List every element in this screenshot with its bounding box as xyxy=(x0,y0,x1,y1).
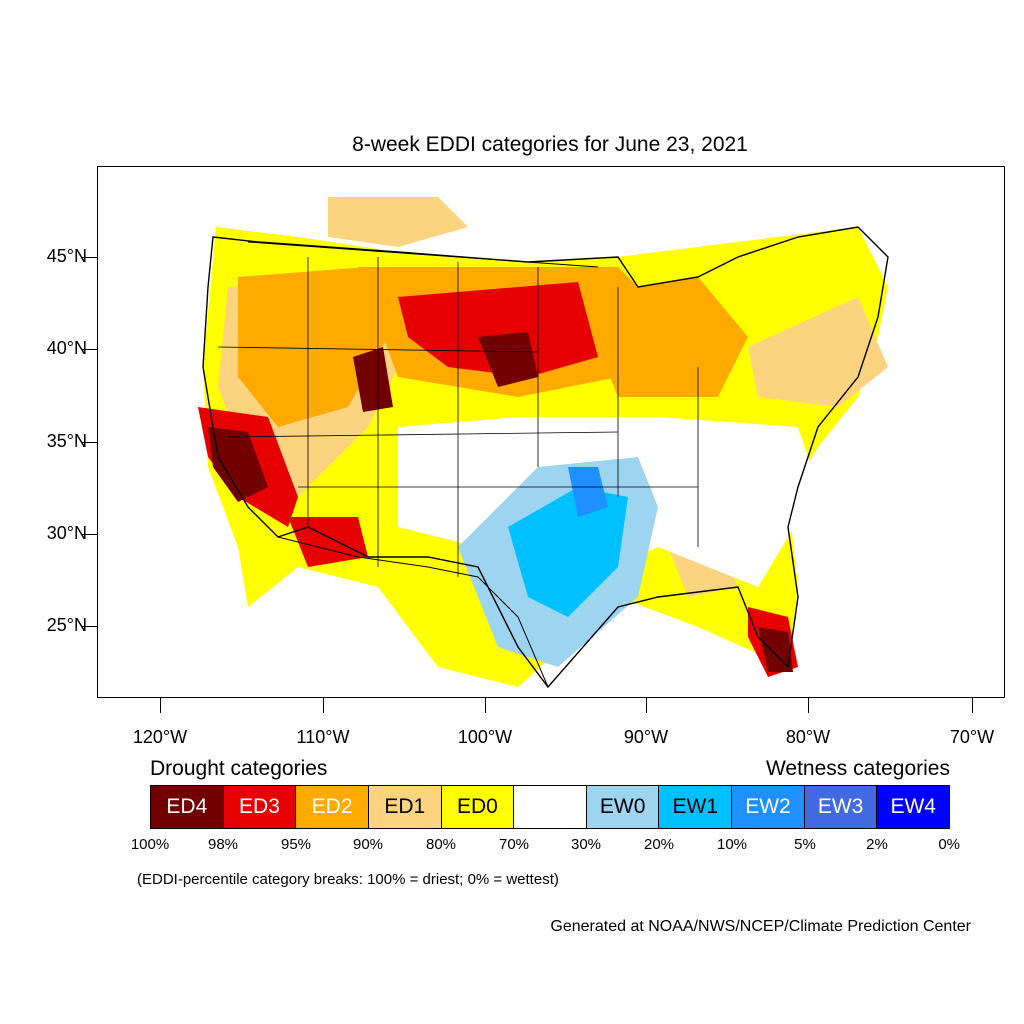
lon-label-120: 120°W xyxy=(132,727,188,747)
legend-swatch-ew3: EW3 xyxy=(804,786,878,828)
region-ed4-dakota xyxy=(478,332,538,387)
lon-tick xyxy=(646,697,647,713)
lat-label-45: 45°N xyxy=(46,246,87,266)
legend-label-ed1: ED1 xyxy=(384,795,426,818)
lat-label-40: 40°N xyxy=(46,338,87,358)
legend-label-ew4: EW4 xyxy=(890,795,936,818)
lat-tick xyxy=(81,349,97,350)
lon-tick xyxy=(808,697,809,713)
legend-break: 80% xyxy=(425,836,457,853)
legend-swatch-ed0: ED0 xyxy=(441,786,515,828)
map-title: 8-week EDDI categories for June 23, 2021 xyxy=(352,133,748,156)
legend-label-ew3: EW3 xyxy=(817,795,864,818)
legend-break: 95% xyxy=(280,836,312,853)
lat-tick xyxy=(81,257,97,258)
legend-color-bar: ED4 ED3 ED2 ED1 ED0 EW0 EW1 EW2 EW3 EW4 xyxy=(150,785,950,829)
legend-break: 98% xyxy=(207,836,239,853)
drought-heading: Drought categories xyxy=(150,757,328,780)
lon-label-110: 110°W xyxy=(296,727,350,747)
lon-tick xyxy=(160,697,161,713)
legend-break: 100% xyxy=(130,836,170,853)
region-ed3-north xyxy=(398,282,598,377)
lat-tick xyxy=(81,626,97,627)
legend-break: 30% xyxy=(570,836,602,853)
lat-label-35: 35°N xyxy=(46,431,87,451)
legend-label-ed2: ED2 xyxy=(311,795,353,818)
region-ed2-lakes xyxy=(578,277,748,397)
legend-break: 20% xyxy=(643,836,675,853)
region-ed4-ca xyxy=(208,427,268,502)
lat-label-30: 30°N xyxy=(46,523,87,543)
lon-tick xyxy=(485,697,486,713)
legend-swatch-ed4: ED4 xyxy=(151,786,224,828)
lat-label-25: 25°N xyxy=(46,615,87,635)
legend-break: 90% xyxy=(352,836,384,853)
region-ed2 xyxy=(238,267,388,427)
legend-swatch-ed3: ED3 xyxy=(223,786,297,828)
legend-swatch-ed1: ED1 xyxy=(368,786,442,828)
legend-swatch-ew2: EW2 xyxy=(732,786,805,828)
legend-swatch-ew1: EW1 xyxy=(659,786,733,828)
region-ed4-utah xyxy=(353,347,393,412)
conus-outline xyxy=(202,226,889,689)
legend-break: 70% xyxy=(498,836,530,853)
state-lines xyxy=(217,257,699,577)
region-ed1-ne xyxy=(748,297,888,407)
lon-label-90: 90°W xyxy=(623,727,669,747)
category-note: (EDDI-percentile category breaks: 100% =… xyxy=(137,871,559,888)
legend-break: 5% xyxy=(794,836,816,853)
legend-label-ed0: ED0 xyxy=(456,795,498,818)
map-canvas xyxy=(198,197,889,689)
region-ed1 xyxy=(328,197,468,247)
legend-label-ew2: EW2 xyxy=(745,795,791,818)
legend-break: 0% xyxy=(938,836,960,853)
credit-line: Generated at NOAA/NWS/NCEP/Climate Predi… xyxy=(550,918,971,935)
wetness-heading: Wetness categories xyxy=(765,757,950,780)
map-frame xyxy=(97,166,1005,698)
legend-break: 2% xyxy=(866,836,888,853)
legend-break: 10% xyxy=(716,836,748,853)
lat-tick xyxy=(81,534,97,535)
lon-tick xyxy=(323,697,324,713)
legend-swatch-ed2: ED2 xyxy=(296,786,369,828)
legend-swatch-normal xyxy=(514,786,587,828)
lon-label-70: 70°W xyxy=(949,727,995,747)
lat-tick xyxy=(81,442,97,443)
legend-swatch-ew0: EW0 xyxy=(586,786,660,828)
region-ew2 xyxy=(568,467,608,517)
legend-label-ew1: EW1 xyxy=(672,795,719,818)
us-mexico-border xyxy=(277,536,549,688)
us-canada-border xyxy=(247,241,599,268)
lon-tick xyxy=(972,697,973,713)
boundaries xyxy=(202,226,889,689)
category-regions xyxy=(198,197,888,687)
legend-label-ed3: ED3 xyxy=(239,795,280,818)
region-ed4-fl xyxy=(758,627,793,672)
lon-label-100: 100°W xyxy=(457,727,513,747)
lon-label-80: 80°W xyxy=(785,727,831,747)
legend-label-ed4: ED4 xyxy=(166,795,208,818)
legend-label-ew0: EW0 xyxy=(599,795,646,818)
region-ew1 xyxy=(508,487,628,617)
legend-swatch-ew4: EW4 xyxy=(877,786,950,828)
